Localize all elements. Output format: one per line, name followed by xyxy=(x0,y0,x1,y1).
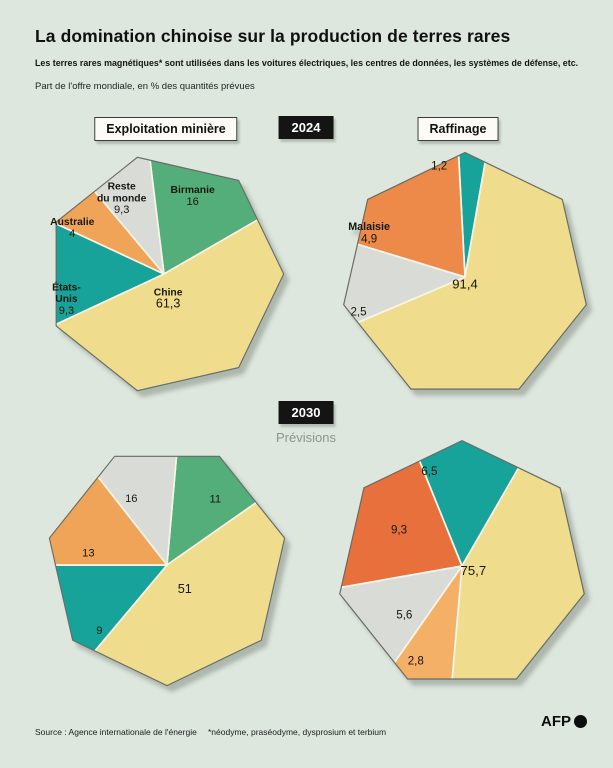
afp-logo: AFP xyxy=(541,713,587,730)
afp-dot-icon xyxy=(574,715,587,728)
heptagon-outline xyxy=(48,455,286,687)
segment-value-6-5 xyxy=(377,440,576,567)
year-2024-badge: 2024 xyxy=(278,116,334,139)
mining-section-label: Exploitation minière xyxy=(94,117,238,141)
unit-note: Part de l'offre mondiale, en % des quant… xyxy=(35,81,255,92)
chart-mining-2030: 11 51 9 13 16 xyxy=(40,438,294,692)
segment-tats-unis xyxy=(56,182,165,366)
chart-refining-2024: 1,2 91,4 2,5 Malaisie 4,9 xyxy=(334,146,596,408)
segment-value-51 xyxy=(49,456,285,686)
page-title: La domination chinoise sur la production… xyxy=(35,26,511,46)
chart-mining-2024: Birmanie 16 Chine 61,3 États-Unis 9,3 Australi… xyxy=(38,148,290,400)
segment-value-1-2 xyxy=(452,152,505,278)
segment-value-75-7 xyxy=(441,440,585,679)
segment-value-2-5 xyxy=(343,211,466,365)
chart-refining-2030: 6,5 75,7 2,8 5,6 9,3 xyxy=(330,434,594,698)
refining-section-label: Raffinage xyxy=(417,117,499,141)
heptagon-outline xyxy=(343,151,587,390)
forecast-label: Prévisions xyxy=(276,430,336,445)
asterisk-footnote: *néodyme, praséodyme, dysprosium et terb… xyxy=(208,727,387,737)
page-subtitle: Les terres rares magnétiques* sont utili… xyxy=(35,58,579,68)
year-2030-badge: 2030 xyxy=(278,401,334,424)
heptagon-outline xyxy=(55,156,285,392)
heptagon-outline xyxy=(339,439,585,680)
afp-logo-text: AFP xyxy=(541,713,571,730)
source-note: Source : Agence internationale de l'éner… xyxy=(35,727,197,737)
